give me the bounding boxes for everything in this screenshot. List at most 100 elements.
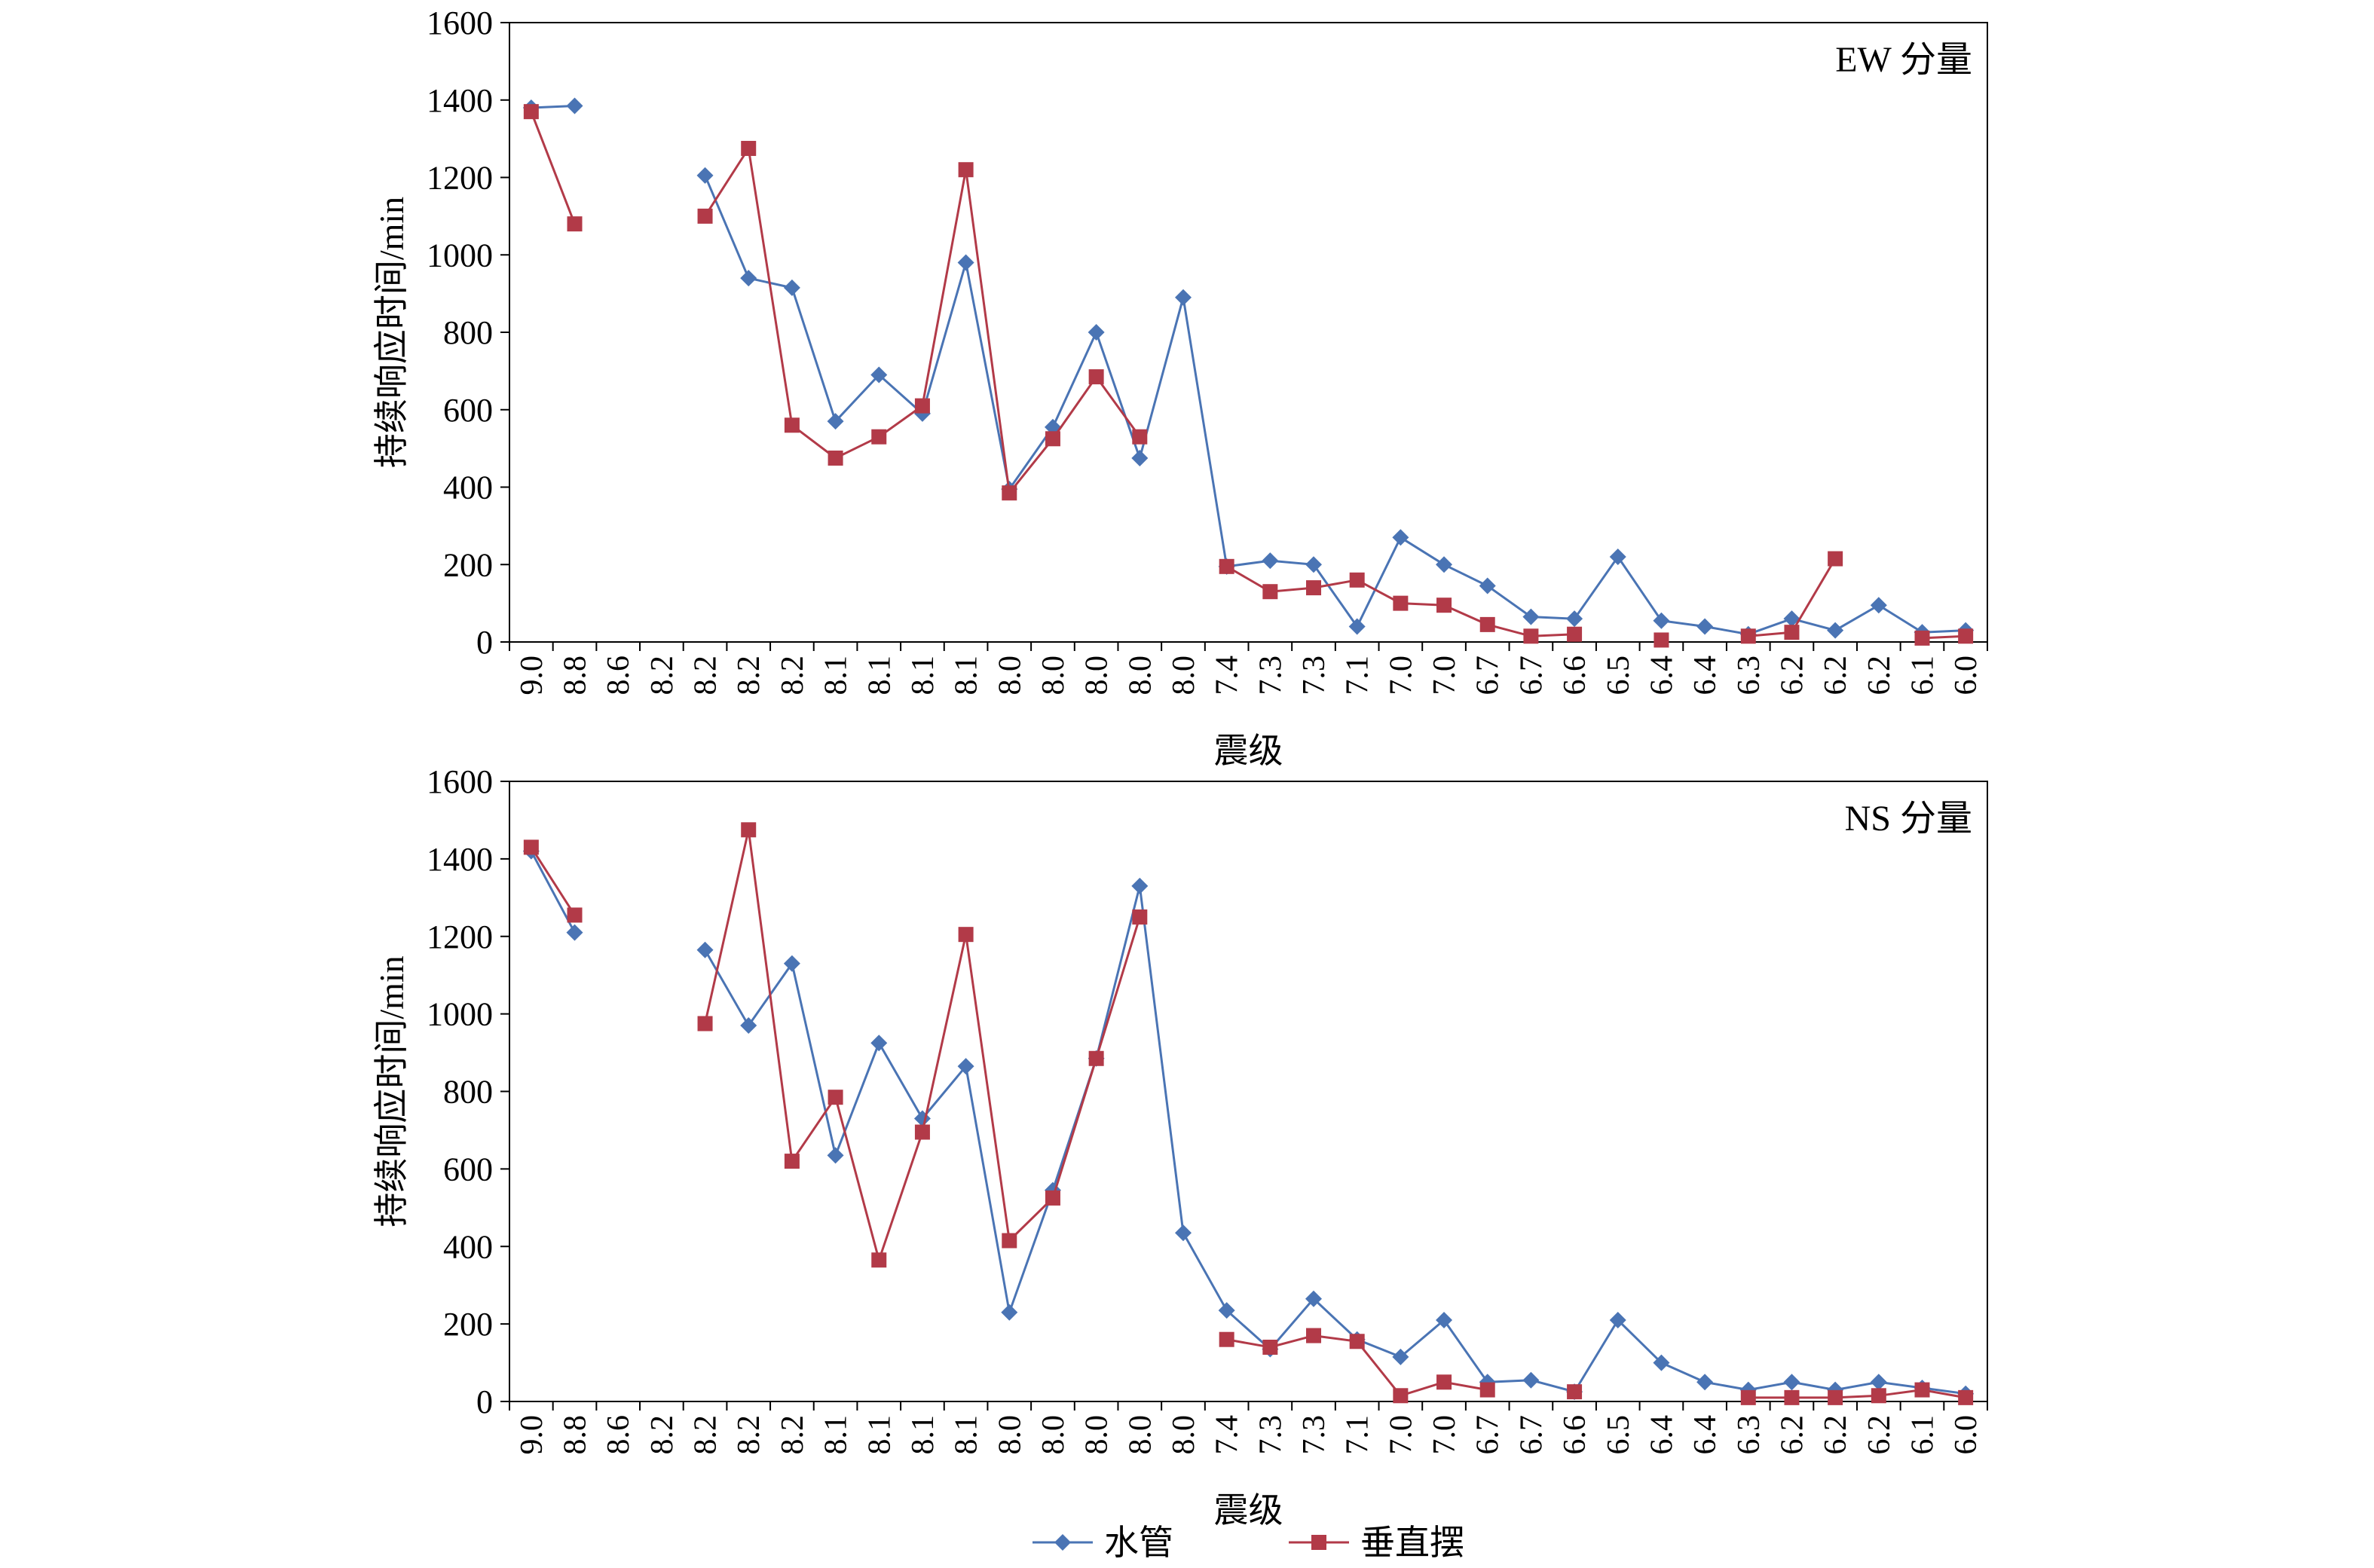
x-tick-label: 8.6 — [601, 656, 636, 695]
data-point — [1088, 1050, 1104, 1066]
x-tick-label: 6.5 — [1602, 1415, 1636, 1455]
ns-component-label: NS 分量 — [1845, 799, 1972, 839]
data-point — [566, 924, 583, 941]
x-tick-label: 8.1 — [950, 1415, 984, 1455]
y-tick-label: 1600 — [427, 5, 493, 41]
y-tick-label: 1200 — [427, 918, 493, 955]
data-point — [1827, 622, 1844, 639]
series-line-segment — [704, 145, 1141, 496]
data-point — [1088, 369, 1104, 385]
data-point — [1132, 429, 1148, 445]
x-tick-label: 6.1 — [1905, 1415, 1940, 1455]
x-tick-label: 8.2 — [732, 1415, 766, 1455]
data-point — [1871, 1388, 1886, 1404]
x-tick-label: 7.1 — [1341, 656, 1375, 695]
data-point — [1218, 1302, 1235, 1319]
data-point — [827, 1147, 844, 1164]
x-tick-label: 6.7 — [1471, 1415, 1506, 1455]
x-tick-label: 8.1 — [862, 656, 897, 695]
x-tick-label: 7.4 — [1210, 656, 1245, 695]
x-tick-label: 6.5 — [1602, 656, 1636, 695]
x-tick-label: 7.3 — [1253, 1415, 1288, 1455]
x-tick-label: 7.1 — [1341, 1415, 1375, 1455]
data-point — [1828, 1389, 1843, 1405]
data-point — [1002, 1233, 1017, 1249]
x-tick-label: 7.3 — [1297, 1415, 1332, 1455]
data-point — [1783, 1374, 1800, 1391]
ew-chart-panel: 0 200 400 600 800 1000 1200 1400 1600 9.0 8.8 8.6 8.… — [372, 5, 1988, 770]
data-point — [1174, 289, 1192, 306]
x-tick-label: 6.0 — [1949, 1415, 1984, 1455]
data-point — [828, 1090, 843, 1105]
x-tick-label: 8.2 — [645, 1415, 680, 1455]
data-point — [1045, 1190, 1060, 1206]
data-point — [957, 1058, 974, 1075]
data-point — [1566, 610, 1583, 628]
x-tick-label: 8.2 — [689, 1415, 724, 1455]
x-tick-label: 8.0 — [1167, 1415, 1201, 1455]
data-point — [1349, 572, 1365, 588]
y-tick-label: 200 — [443, 546, 493, 583]
data-point — [696, 941, 714, 958]
data-point — [1393, 595, 1409, 611]
data-point — [1740, 628, 1756, 644]
data-point — [828, 450, 843, 466]
data-point — [1609, 548, 1626, 565]
x-tick-label: 6.2 — [1862, 656, 1897, 695]
data-point — [697, 1016, 713, 1032]
x-tick-label: 8.6 — [601, 1415, 636, 1455]
legend-label: 水管 — [1104, 1524, 1173, 1562]
data-point — [1740, 1389, 1756, 1405]
y-axis-label: 持续响应时间/min — [372, 955, 411, 1227]
y-tick-label: 1400 — [427, 82, 493, 119]
data-point — [783, 955, 800, 972]
data-point — [1306, 1328, 1322, 1343]
data-point — [1783, 610, 1800, 628]
x-tick-label: 6.0 — [1949, 656, 1984, 695]
x-tick-label: 7.4 — [1210, 1415, 1245, 1455]
ew-component-label: EW 分量 — [1835, 40, 1972, 80]
x-tick-label: 6.7 — [1471, 656, 1506, 695]
y-tick-label: 200 — [443, 1306, 493, 1343]
data-point — [1654, 632, 1669, 648]
x-tick-label: 6.2 — [1819, 1415, 1853, 1455]
x-tick-label: 8.0 — [1123, 1415, 1158, 1455]
x-tick-label: 7.0 — [1427, 656, 1462, 695]
series-vertical-pendulum — [523, 822, 1974, 1405]
x-axis-label: 震级 — [1214, 1491, 1283, 1530]
series-water-tube — [522, 97, 1975, 643]
data-point — [1174, 1224, 1192, 1242]
data-point — [1522, 608, 1540, 625]
data-point — [1436, 598, 1452, 613]
x-tick-label: 8.0 — [1036, 656, 1071, 695]
data-point — [827, 413, 844, 430]
series-water-tube — [522, 842, 1975, 1402]
data-point — [1392, 1348, 1409, 1365]
data-point — [783, 279, 800, 296]
x-tick-label: 8.0 — [1123, 656, 1158, 695]
data-point — [1393, 1388, 1409, 1404]
data-point — [870, 366, 888, 384]
data-point — [1001, 1304, 1018, 1321]
data-point — [567, 216, 583, 232]
x-tick-label: 8.0 — [1036, 1415, 1071, 1455]
series-line-segment — [704, 885, 1966, 1395]
x-tick-label: 8.2 — [689, 656, 724, 695]
data-point — [741, 822, 757, 838]
x-tick-label: 6.4 — [1688, 656, 1723, 695]
data-point — [1305, 1290, 1323, 1307]
data-point — [566, 97, 583, 115]
data-point — [1479, 1382, 1495, 1398]
x-tick-label: 8.1 — [862, 1415, 897, 1455]
x-tick-label: 8.8 — [558, 656, 593, 695]
x-tick-label: 8.0 — [993, 1415, 1027, 1455]
y-tick-label: 1400 — [427, 841, 493, 878]
data-point — [1522, 1371, 1540, 1389]
ns-chart-panel: 0 200 400 600 800 1000 1200 1400 1600 9.0 8.8 8.6 8.… — [372, 763, 1988, 1530]
x-tick-label: 8.0 — [993, 656, 1027, 695]
data-point — [1131, 449, 1149, 466]
y-tick-label: 1000 — [427, 996, 493, 1033]
x-tick-label: 8.1 — [906, 656, 941, 695]
data-point — [1609, 1311, 1626, 1328]
